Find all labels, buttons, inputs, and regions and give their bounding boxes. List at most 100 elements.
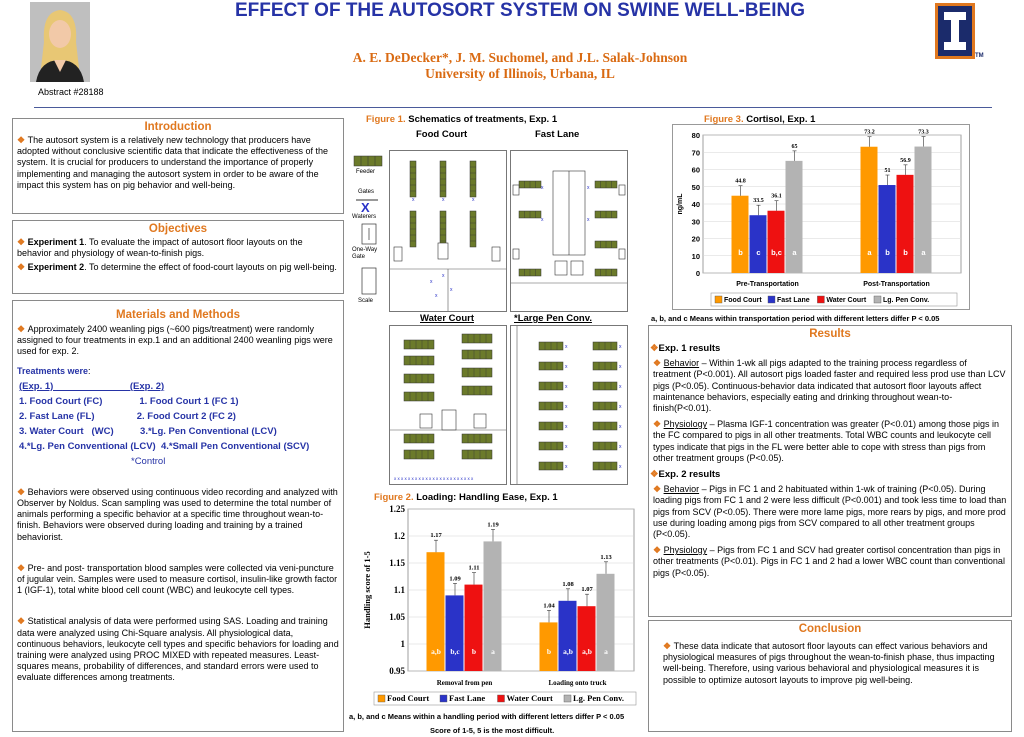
one-way-gate [618, 248, 626, 260]
y-axis-label: ng/mL [677, 193, 684, 215]
data-label: 1.09 [449, 575, 461, 582]
key-waterers: Waterers [352, 214, 377, 220]
food-court-schematic: x x x x x x x [389, 150, 507, 312]
x-category-label: Post-Transportation [863, 281, 930, 288]
bar [464, 584, 483, 671]
figure2-caption: Figure 2. Loading: Handling Ease, Exp. 1 [374, 492, 558, 503]
waterer-icon: x [619, 384, 622, 390]
bullet-icon: ❖ [17, 324, 28, 334]
treatment-line: 4.*Lg. Pen Conventional (LCV) 4.*Small P… [19, 440, 310, 452]
methods-heading: Materials and Methods [116, 309, 240, 321]
waterer-icon: x [619, 404, 622, 410]
large-pen-label: *Large Pen Conv. [514, 313, 592, 324]
bar [749, 215, 767, 273]
poster-title: EFFECT OF THE AUTOSORT SYSTEM ON SWINE W… [235, 0, 805, 21]
bar [860, 146, 878, 273]
author-photo [30, 2, 90, 82]
waterer-icon: x [472, 197, 475, 203]
feeder [461, 449, 493, 460]
conclusion-heading: Conclusion [798, 623, 862, 635]
bullet-icon: ❖ [17, 486, 28, 497]
x-category-label: Removal from pen [437, 679, 493, 687]
bar [878, 185, 896, 273]
significance-letter: b,c [450, 647, 460, 656]
data-label: 1.11 [468, 565, 479, 572]
legend-label: Fast Lane [777, 297, 810, 304]
significance-letter: a,b [431, 647, 441, 656]
bar [896, 174, 914, 273]
waterer-icon: x [587, 185, 590, 191]
data-label: 1.04 [543, 602, 555, 609]
waterer-icon: x [442, 197, 445, 203]
key-gates: Gates [358, 189, 375, 195]
affiliation: University of Illinois, Urbana, IL [425, 66, 615, 81]
waterer-icon: x [619, 464, 622, 470]
treatment-line: 3. Water Court (WC) 3.*Lg. Pen Conventio… [19, 425, 277, 437]
header-rule [34, 107, 992, 108]
significance-letter: a,b [563, 647, 573, 656]
methods-paragraph-3: ❖ Pre- and post- transportation blood sa… [17, 562, 338, 596]
one-way-gate [437, 242, 449, 260]
bullet-icon: ❖ [17, 262, 28, 273]
data-label: 33.5 [753, 198, 764, 204]
key-oneway: One-Way Gate [352, 247, 378, 260]
data-label: 44.8 [735, 179, 746, 185]
waterer-icon: x [587, 217, 590, 223]
bar [914, 146, 932, 273]
bullet-icon: ❖ [653, 484, 664, 495]
waterer-icon: x [450, 287, 453, 293]
bar [445, 595, 464, 671]
x-category-label: Pre-Transportation [736, 281, 799, 288]
legend-label: Fast Lane [449, 693, 485, 703]
objectives-box: Objectives ❖ Experiment 1. To evaluate t… [12, 220, 344, 294]
bullet-icon: ❖ [17, 135, 28, 145]
feeder [461, 367, 493, 378]
bullet-icon: ❖ [663, 641, 674, 651]
figure2-footnote-2: Score of 1-5, 5 is the most difficult. [430, 726, 555, 735]
data-label: 36.1 [771, 194, 782, 200]
legend-label: Water Court [507, 693, 554, 703]
y-tick-label: 80 [692, 131, 700, 140]
feeder [403, 391, 435, 402]
data-label: 65 [792, 144, 798, 150]
food-court-label: Food Court [416, 129, 468, 140]
methods-box: Materials and Methods ❖ Approximately 24… [12, 300, 344, 732]
water-court-label: Water Court [420, 313, 475, 324]
exp1-physiology: ❖ Physiology – Plasma IGF-1 concentratio… [653, 419, 1000, 463]
y-tick-label: 60 [692, 166, 700, 175]
legend-label: Food Court [724, 297, 762, 304]
y-tick-label: 1.05 [389, 612, 405, 622]
waterer-icon: x [565, 444, 568, 450]
treatment-line: 1. Food Court (FC) 1. Food Court 1 (FC 1… [19, 395, 239, 407]
feeder [403, 449, 435, 460]
conclusion-text: ❖ These data indicate that autosort floo… [663, 641, 995, 685]
food-court-layout: x x x x x x x [390, 160, 506, 311]
objective-exp2: ❖ Experiment 2. To determine the effect … [17, 262, 337, 273]
data-label: 73.3 [918, 130, 929, 136]
data-label: 1.19 [487, 521, 499, 528]
legend-label: Lg. Pen Conv. [573, 693, 624, 703]
exp2-behavior: ❖ Behavior – Pigs in FC 1 and 2 habituat… [653, 484, 1007, 540]
bar [577, 606, 596, 671]
waterer-icon: x [435, 293, 438, 299]
significance-letter: b [885, 248, 890, 257]
legend-label: Lg. Pen Conv. [883, 297, 929, 304]
introduction-box: Introduction ❖ The autosort system is a … [12, 118, 344, 214]
feeder [403, 339, 435, 350]
fast-lane-layout: x x x x [511, 170, 627, 284]
waterer-icon: x [565, 464, 568, 470]
y-tick-label: 1 [401, 639, 406, 649]
y-tick-label: 20 [692, 235, 700, 244]
exp2-physiology: ❖ Physiology – Pigs from FC 1 and SCV ha… [653, 545, 1005, 578]
waterer-icon: x [619, 444, 622, 450]
handling-ease-plot: 0.95 1 1.05 1.1 1.15 1.2 1.25 Handling score of… [362, 504, 637, 706]
conclusion-box: Conclusion ❖ These data indicate that au… [648, 620, 1012, 732]
results-box: Results ❖Exp. 1 results ❖ Behavior – Wit… [648, 325, 1012, 617]
objective-exp1: ❖ Experiment 1. To evaluate the impact o… [17, 237, 303, 259]
key-feeder: Feeder [356, 169, 376, 175]
data-label: 1.13 [600, 554, 612, 561]
bullet-icon: ❖ [653, 419, 664, 430]
significance-letter: b,c [771, 248, 782, 257]
waterer-icon: x [442, 273, 445, 279]
cortisol-plot: 0 10 20 30 40 50 60 70 80 ng/mL 44.8 b 33.5 c 36.1 b,c 6… [677, 130, 962, 307]
